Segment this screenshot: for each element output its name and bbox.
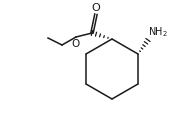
Text: O: O — [91, 3, 100, 13]
Text: NH$_2$: NH$_2$ — [148, 25, 168, 39]
Text: O: O — [71, 39, 80, 49]
